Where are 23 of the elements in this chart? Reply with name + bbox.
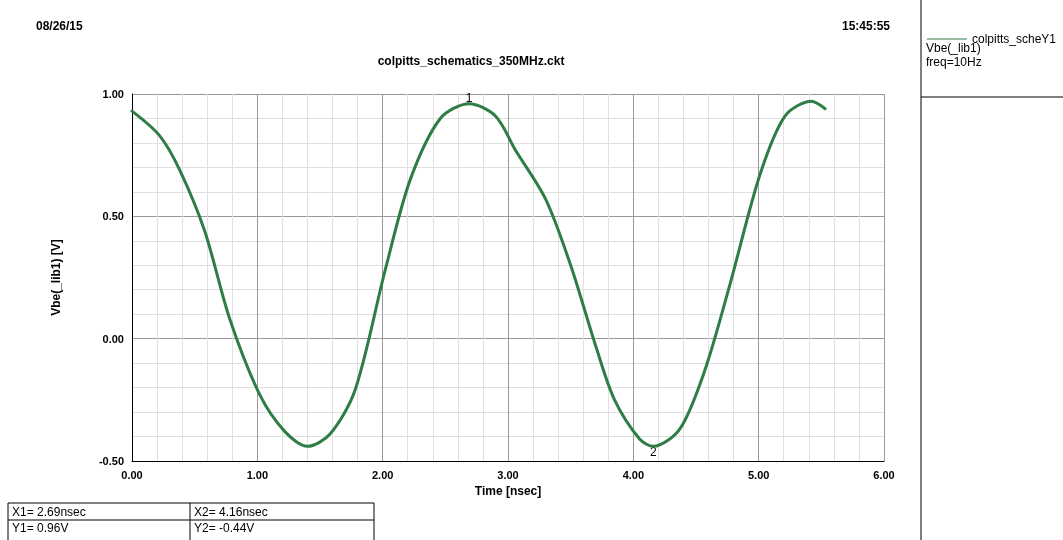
x-tick-label: 5.00 [747,468,770,481]
y-tick-label: 0.00 [102,332,124,345]
text: Y1= 0.96V [12,521,69,535]
x-axis-title: Time [nsec] [474,483,542,498]
annotation: 1 [465,90,473,105]
annotation: 2 [650,445,658,460]
text: freq=10Hz [926,55,982,69]
y-tick-label: 0.50 [102,210,124,223]
x-tick-label: 2.00 [371,468,394,481]
text: 08/26/15 [36,19,84,33]
chart-title: colpitts_schematics_350MHz.ckt [377,54,565,68]
y-axis-title: Vbe(_lib1) [V] [49,239,63,316]
text: X2= 4.16nsec [194,505,268,519]
x-tick-label: 1.00 [246,468,269,481]
text: X1= 2.69nsec [12,505,86,519]
text: Y2= -0.44V [194,521,255,535]
text: 15:45:55 [842,19,891,33]
x-tick-label: 6.00 [873,468,895,481]
y-tick-label: -0.50 [98,455,124,467]
x-tick-label: 3.00 [497,468,519,481]
x-tick-label: 0.00 [121,468,143,481]
y-tick-label: 1.00 [102,88,124,100]
x-tick-label: 4.00 [622,468,645,481]
